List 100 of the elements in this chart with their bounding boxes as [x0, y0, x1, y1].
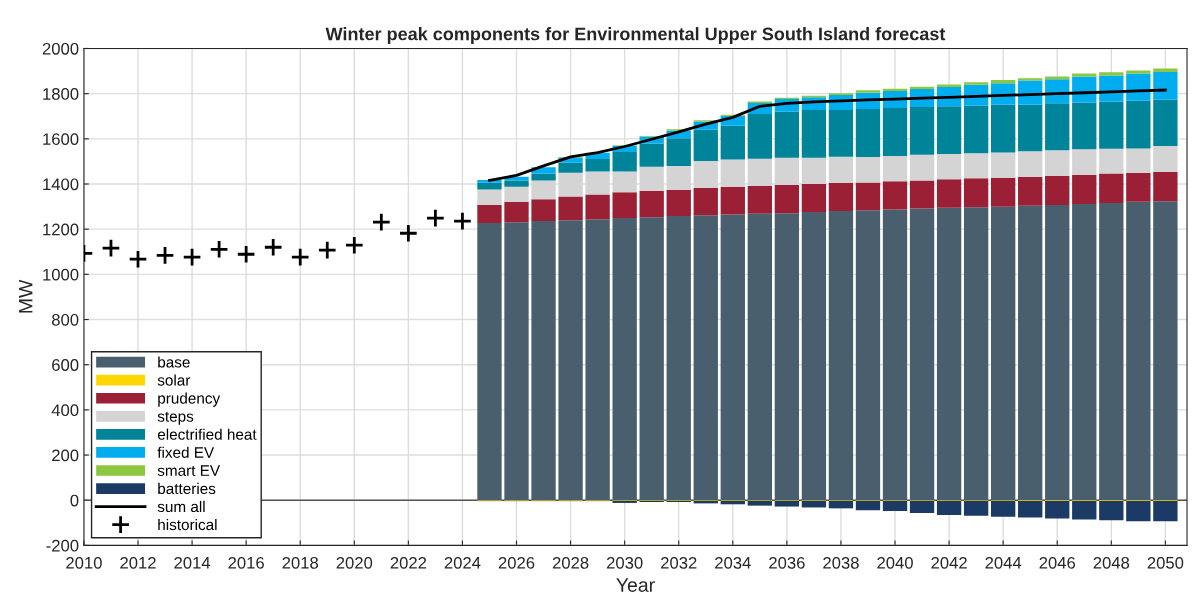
bar [1018, 500, 1043, 518]
bar [828, 156, 854, 184]
bar [1045, 150, 1070, 176]
point [263, 237, 283, 257]
bar [774, 213, 800, 501]
point [155, 245, 175, 266]
legend-label: base [158, 356, 190, 368]
line-series [488, 88, 1167, 182]
bar [909, 180, 935, 209]
point [290, 247, 310, 267]
point [182, 247, 202, 267]
x-tick-label: 2022 [390, 556, 427, 569]
bar [1126, 201, 1151, 501]
bar [1126, 172, 1151, 202]
bar [639, 190, 664, 218]
bar [801, 184, 827, 213]
bar [666, 138, 691, 166]
y-tick-label: 800 [51, 313, 79, 326]
x-tick-label: 2024 [444, 556, 481, 569]
bar [477, 223, 502, 501]
bar [801, 500, 827, 508]
bar [991, 80, 1016, 84]
bar [1099, 500, 1124, 521]
x-tick-label: 2036 [769, 556, 805, 569]
bar [963, 82, 989, 85]
point [452, 211, 473, 231]
bar [963, 500, 989, 516]
bar [963, 153, 989, 179]
bar [558, 162, 583, 173]
bar [1126, 500, 1151, 522]
bar [504, 180, 529, 187]
bar [504, 186, 529, 202]
bar [936, 84, 962, 87]
bar [828, 109, 854, 157]
bar [882, 181, 908, 210]
point [398, 223, 419, 243]
bar [828, 500, 854, 509]
chart-title: Winter peak components for Environmental Upper South Island forecast [325, 27, 946, 44]
bar [1018, 104, 1043, 152]
legend-label: batteries [158, 482, 216, 495]
bar [531, 221, 556, 501]
bar [666, 216, 691, 501]
x-tick-label: 2014 [174, 556, 211, 569]
bar [855, 182, 881, 211]
bar [1072, 174, 1097, 205]
bar [666, 189, 691, 217]
bar [1045, 103, 1070, 151]
bar [720, 500, 745, 505]
bar [639, 143, 664, 167]
bar [747, 113, 772, 159]
x-tick-label: 2048 [1093, 556, 1130, 569]
bar [1153, 99, 1178, 147]
bar [612, 217, 637, 501]
bar [477, 182, 502, 190]
bar [909, 208, 935, 501]
bar [477, 205, 502, 224]
bar [1045, 500, 1070, 519]
point [236, 244, 256, 264]
bar [909, 500, 935, 514]
bar [801, 109, 827, 158]
bar [991, 104, 1016, 153]
bar [909, 154, 935, 181]
bar [1126, 73, 1151, 101]
bar [612, 192, 637, 218]
y-tick-label: 600 [52, 359, 79, 371]
legend-label: prudency [158, 392, 221, 407]
bar [882, 209, 908, 501]
bar [585, 194, 610, 220]
legend-label: smart EV [157, 465, 221, 476]
bar [855, 90, 881, 93]
bar [1153, 500, 1178, 522]
bar [1153, 71, 1178, 100]
bar [855, 500, 881, 511]
x-tick-label: 2032 [661, 556, 697, 569]
y-tick-label: 1600 [43, 133, 79, 146]
bar [504, 222, 529, 501]
bar [477, 189, 502, 206]
bar [936, 153, 962, 180]
bar [991, 152, 1016, 178]
x-tick-label: 2030 [606, 556, 643, 569]
bar [991, 177, 1016, 207]
bar [1045, 205, 1070, 501]
bar [774, 500, 800, 507]
x-tick-label: 2040 [877, 556, 913, 569]
bar [936, 106, 962, 154]
x-tick-label: 2018 [282, 556, 319, 569]
bar [1018, 205, 1043, 501]
bar [1072, 149, 1097, 175]
x-tick-label: 2050 [1147, 556, 1184, 569]
x-tick-label: 2026 [498, 556, 535, 569]
x-tick-label: 2034 [715, 556, 751, 569]
point [209, 239, 229, 259]
bar [963, 178, 989, 208]
bar [639, 217, 664, 501]
bar [1045, 175, 1070, 206]
y-tick-label: 1200 [43, 223, 79, 236]
bar [531, 173, 556, 181]
bar [747, 213, 772, 501]
bar [774, 111, 800, 158]
y-tick-label: 1800 [43, 88, 79, 100]
